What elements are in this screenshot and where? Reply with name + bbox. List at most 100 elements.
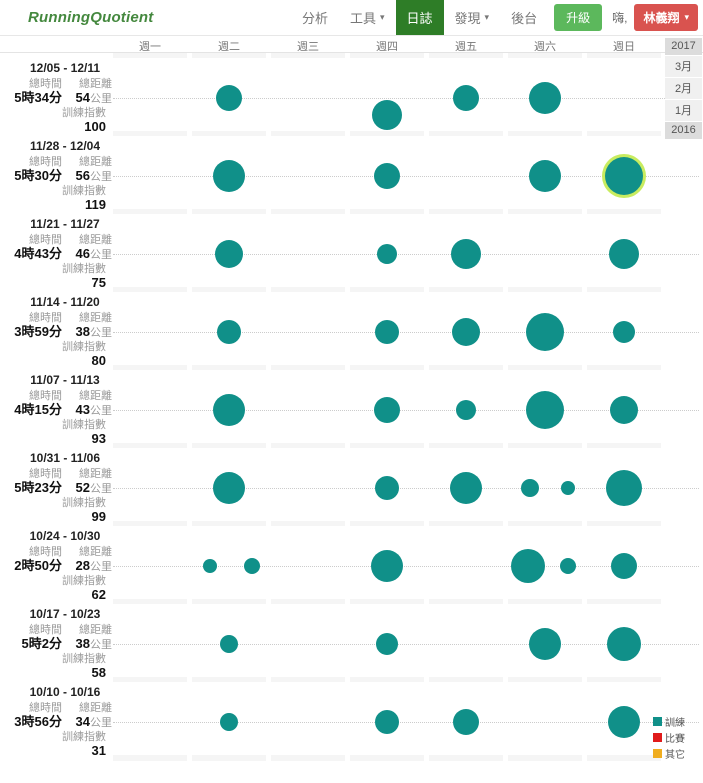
activity-bubble[interactable] [521,479,539,497]
activity-bubble[interactable] [215,240,243,268]
row-separator [192,287,266,292]
week-totals: 總時間 總距離 5時23分 52公里 [0,468,130,497]
distance-unit-label: 公里 [90,639,112,651]
user-menu-button[interactable]: 林義翔 ▾ [634,4,698,31]
activity-bubble[interactable] [371,550,403,582]
row-separator [508,209,582,214]
activity-bubble[interactable] [213,160,245,192]
training-index-label: 訓練指數 [62,653,106,665]
activity-bubble[interactable] [607,627,641,661]
year-nav-item-2017[interactable]: 2017 [665,38,702,55]
nav-item-discover[interactable]: 發現 ▾ [444,0,501,35]
year-nav-item-1月[interactable]: 1月 [665,100,702,121]
nav-item-log[interactable]: 日誌 [395,0,444,35]
training-index-value: 93 [91,431,106,446]
row-separator [350,755,424,761]
year-nav-item-3月[interactable]: 3月 [665,56,702,77]
nav-item-label: 發現 [454,11,481,26]
activity-bubble[interactable] [374,163,400,189]
activity-bubble[interactable] [453,85,479,111]
activity-bubble[interactable] [220,713,238,731]
baseline-dotline [113,722,699,723]
training-index-label: 訓練指數 [62,731,106,743]
activity-bubble[interactable] [561,481,575,495]
brand-logo[interactable]: RunningQuotient [28,9,154,26]
row-separator [271,521,345,526]
training-index-value: 99 [91,509,106,524]
row-separator [113,131,187,136]
activity-bubble[interactable] [608,706,640,738]
week-date-range: 11/28 - 12/04 [29,139,101,153]
year-nav-item-2月[interactable]: 2月 [665,78,702,99]
total-time-label: 總時間 [29,156,62,168]
activity-bubble[interactable] [372,100,402,130]
row-separator [113,755,187,761]
row-separator [350,443,424,448]
activity-bubble[interactable] [526,391,564,429]
activity-bubble[interactable] [375,320,399,344]
activity-bubble[interactable] [213,394,245,426]
row-separator [113,365,187,370]
row-separator [429,599,503,604]
total-time-value: 5時30分 [14,168,62,183]
nav-item-admin[interactable]: 後台 [500,0,548,35]
activity-bubble[interactable] [244,558,260,574]
activity-bubble[interactable] [377,244,397,264]
row-separator [192,53,266,58]
row-separator [271,209,345,214]
activity-bubble[interactable] [605,157,643,195]
upgrade-button[interactable]: 升級 [554,4,603,31]
activity-bubble[interactable] [374,397,400,423]
activity-bubble[interactable] [613,321,635,343]
week-info: 11/21 - 11/27 總時間 總距離 4時43分 46公里 訓練指數 75 [0,209,130,290]
activity-bubble[interactable] [213,472,245,504]
row-separator [429,365,503,370]
activity-bubble[interactable] [203,559,217,573]
week-date-range: 11/07 - 11/13 [30,373,100,387]
training-index-value: 80 [91,353,106,368]
total-distance-label: 總距離 [79,156,112,168]
year-nav-item-2016[interactable]: 2016 [665,122,702,139]
week-totals: 總時間 總距離 4時15分 43公里 [0,390,130,419]
activity-bubble[interactable] [450,472,482,504]
row-separator [350,209,424,214]
activity-bubble[interactable] [216,85,242,111]
activity-bubble[interactable] [560,558,576,574]
total-distance-value: 54公里 [75,90,112,105]
activity-bubble[interactable] [451,239,481,269]
activity-bubble[interactable] [526,313,564,351]
training-index-label: 訓練指數 [62,107,106,119]
distance-unit-label: 公里 [90,327,112,339]
activity-bubble[interactable] [452,318,480,346]
nav-item-tools[interactable]: 工具 ▾ [339,0,396,35]
activity-bubble[interactable] [610,396,638,424]
activity-bubble[interactable] [375,476,399,500]
activity-bubble[interactable] [529,628,561,660]
nav-item-analysis[interactable]: 分析 [291,0,339,35]
activity-bubble[interactable] [217,320,241,344]
activity-bubble[interactable] [456,400,476,420]
activity-bubble[interactable] [511,549,545,583]
week-totals: 總時間 總距離 5時2分 38公里 [0,624,130,653]
legend-swatch-icon [653,749,662,758]
distance-unit-label: 公里 [90,717,112,729]
activity-bubble[interactable] [529,82,561,114]
total-distance-value: 38公里 [75,636,112,651]
activity-bubble[interactable] [606,470,642,506]
activity-bubble[interactable] [453,709,479,735]
activity-bubble[interactable] [529,160,561,192]
activity-bubble[interactable] [376,633,398,655]
distance-unit-label: 公里 [90,561,112,573]
activity-bubble[interactable] [220,635,238,653]
activity-bubble[interactable] [609,239,639,269]
activity-bubble[interactable] [611,553,637,579]
week-date-range: 11/14 - 11/20 [30,295,100,309]
total-distance-label: 總距離 [79,468,112,480]
week-totals: 總時間 總距離 2時50分 28公里 [0,546,130,575]
week-info: 12/05 - 12/11 總時間 總距離 5時34分 54公里 訓練指數 10… [0,53,130,134]
row-separator [113,209,187,214]
navbar: RunningQuotient 分析 工具 ▾ 日誌 發現 ▾ 後台 升級 嗨, 林義翔 ▾ [0,0,703,36]
total-time-value: 5時34分 [14,90,62,105]
week-totals: 總時間 總距離 3時59分 38公里 [0,312,130,341]
activity-bubble[interactable] [375,710,399,734]
